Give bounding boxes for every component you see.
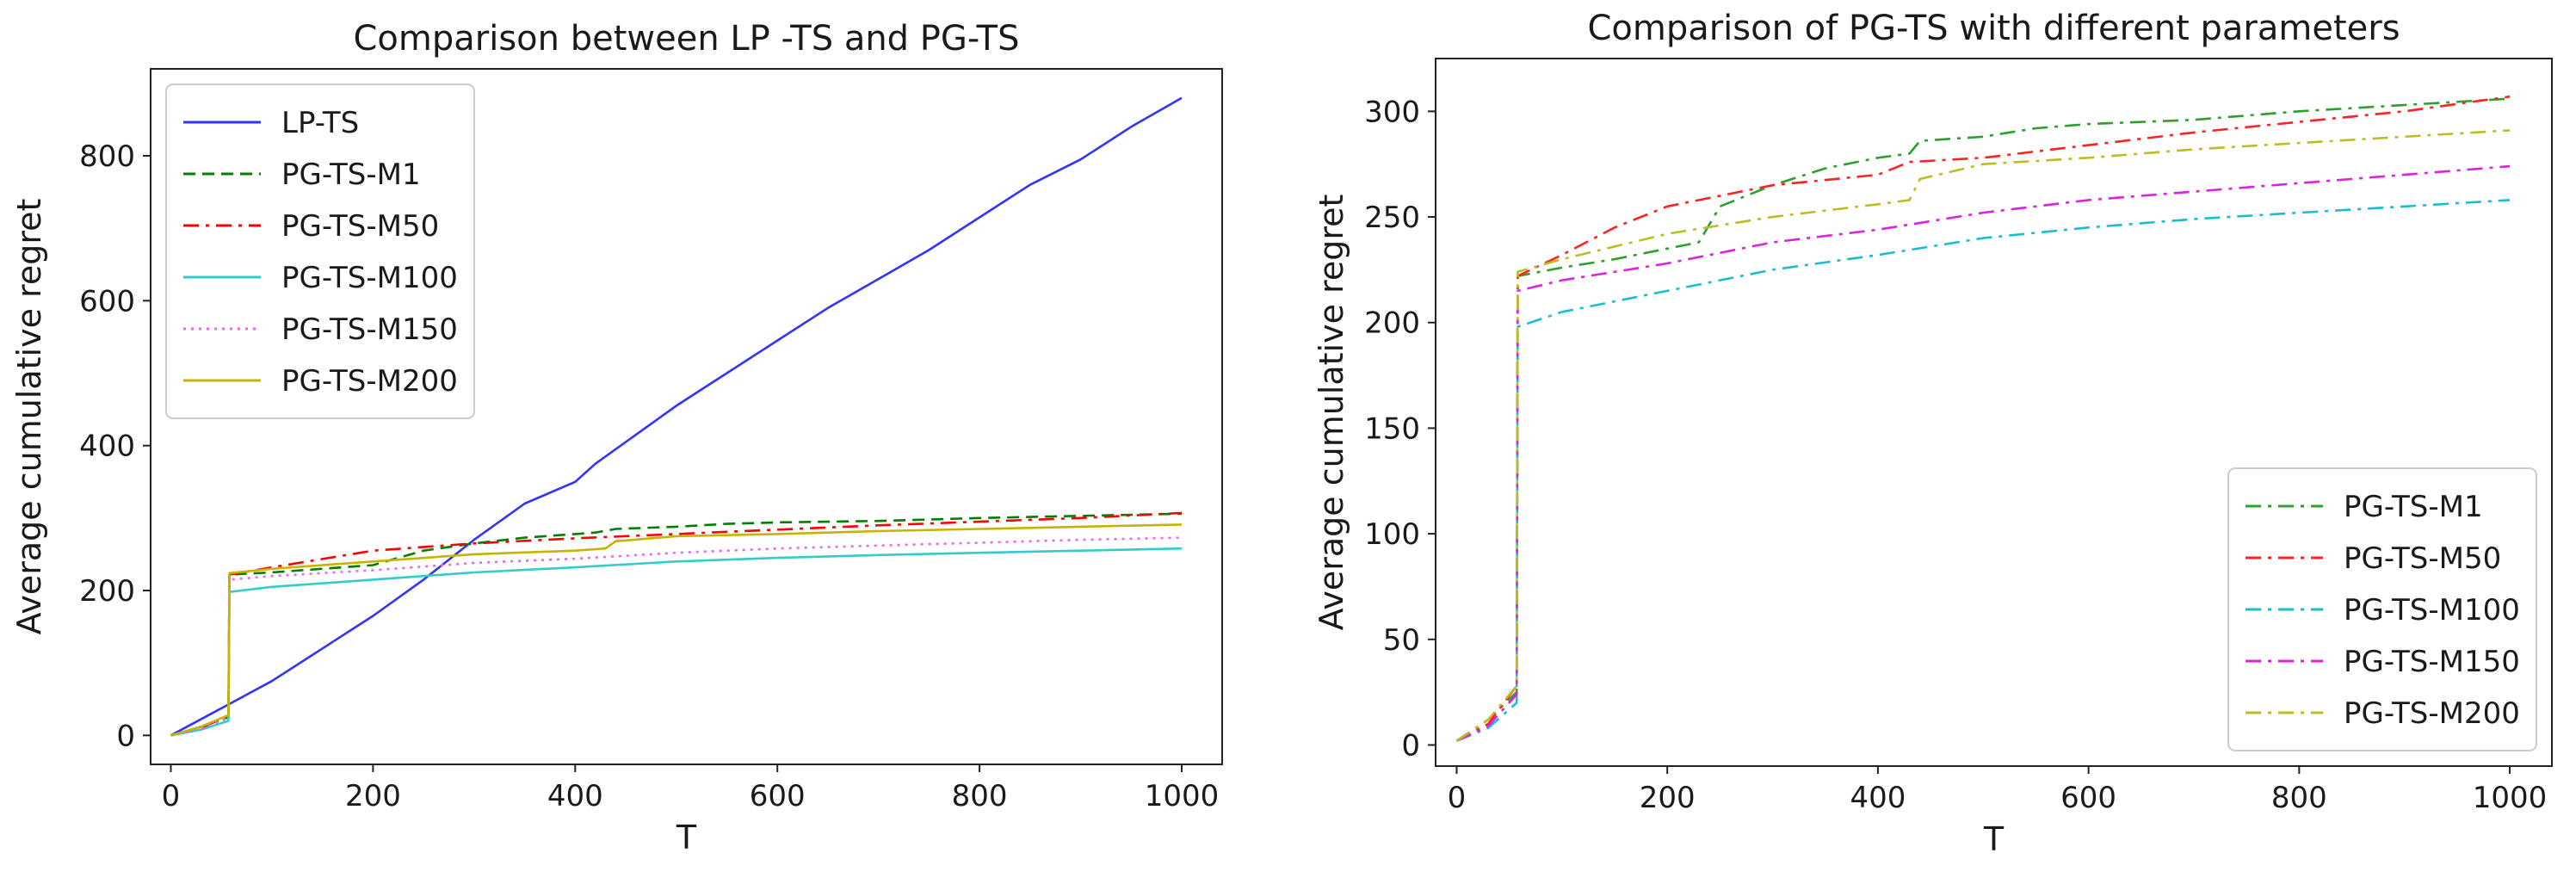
x-tick-label: 800 <box>952 779 1008 813</box>
right-chart: 0 200 400 600 800 1000 0 50 100 150 200 250 300 Compa… <box>1313 9 2553 858</box>
y-tick-label: 200 <box>79 574 135 609</box>
x-tick-label: 200 <box>1640 781 1696 815</box>
legend-label: PG-TS-M200 <box>281 364 458 399</box>
x-axis-label: T <box>676 819 697 856</box>
chart-title: Comparison between LP -TS and PG-TS <box>354 19 1020 59</box>
legend-label: PG-TS-M150 <box>281 312 458 347</box>
legend-label: PG-TS-M50 <box>2344 541 2501 576</box>
x-tick-label: 800 <box>2271 781 2327 815</box>
legend: PG-TS-M1 PG-TS-M50 PG-TS-M100 PG-TS-M150 PG-… <box>2227 467 2537 751</box>
y-tick-label: 300 <box>1364 95 1420 129</box>
x-tick-label: 400 <box>1850 781 1906 815</box>
legend-label: PG-TS-M50 <box>281 209 439 244</box>
axes-frame <box>1435 58 2553 767</box>
series-line-pg-ts-m1 <box>170 512 1183 737</box>
legend-label: PG-TS-M150 <box>2344 645 2520 679</box>
series-line-pg-ts-m200 <box>170 523 1183 737</box>
y-tick-label: 0 <box>1401 728 1420 763</box>
legend-label: LP-TS <box>281 106 359 140</box>
legend-box <box>165 83 475 419</box>
legend-label: PG-TS-M1 <box>281 158 421 192</box>
x-tick-label: 600 <box>750 779 806 813</box>
x-tick-label: 1000 <box>1145 779 1220 813</box>
legend: LP-TS PG-TS-M1 PG-TS-M50 PG-TS-M100 PG-TS-M1… <box>165 83 475 419</box>
x-tick-label: 600 <box>2060 781 2116 815</box>
x-tick-label: 0 <box>1448 781 1467 815</box>
y-tick-label: 50 <box>1383 623 1420 658</box>
y-axis-label: Average cumulative regret <box>1313 195 1350 631</box>
y-tick-label: 200 <box>1364 306 1420 341</box>
y-tick-label: 100 <box>1364 517 1420 552</box>
y-tick-label: 150 <box>1364 411 1420 446</box>
axes-frame <box>150 68 1223 765</box>
y-tick-label: 0 <box>116 719 135 753</box>
series-line-pg-ts-m200 <box>1455 129 2511 742</box>
x-tick-label: 1000 <box>2473 781 2548 815</box>
legend-label: PG-TS-M100 <box>2344 593 2520 628</box>
y-axis-label: Average cumulative regret <box>10 199 48 635</box>
series-line-pg-ts-m50 <box>170 511 1183 737</box>
series-line-lp-ts <box>170 96 1183 737</box>
plot-area <box>1455 95 2511 742</box>
y-tick-label: 800 <box>79 139 135 174</box>
x-tick-label: 0 <box>162 779 181 813</box>
chart-title: Comparison of PG-TS with different param… <box>1587 9 2400 48</box>
x-tick-label: 200 <box>345 779 401 813</box>
legend-box <box>2227 467 2537 751</box>
legend-label: PG-TS-M200 <box>2344 696 2520 731</box>
left-chart: 0 200 400 600 800 1000 0 200 400 600 800 Comparison… <box>10 19 1223 856</box>
y-tick-label: 250 <box>1364 201 1420 235</box>
series-line-pg-ts-m150 <box>170 536 1183 737</box>
series-line-pg-ts-m1 <box>1455 97 2511 742</box>
plot-area <box>170 96 1183 737</box>
x-axis-label: T <box>1983 820 2005 858</box>
legend-label: PG-TS-M100 <box>281 261 458 295</box>
series-line-pg-ts-m50 <box>1455 95 2511 742</box>
x-tick-label: 400 <box>547 779 603 813</box>
series-line-pg-ts-m100 <box>170 547 1183 737</box>
legend-label: PG-TS-M1 <box>2344 490 2483 524</box>
y-tick-label: 600 <box>79 284 135 318</box>
y-tick-label: 400 <box>79 430 135 464</box>
